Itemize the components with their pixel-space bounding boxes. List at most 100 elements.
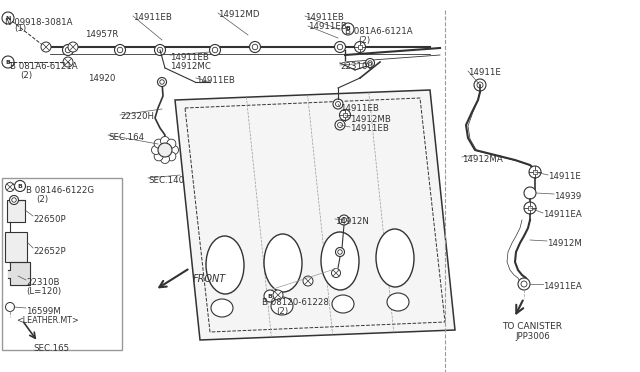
Circle shape bbox=[524, 202, 536, 214]
Text: B: B bbox=[17, 183, 22, 189]
Text: 14911EB: 14911EB bbox=[305, 13, 344, 22]
Circle shape bbox=[337, 44, 343, 50]
Text: B: B bbox=[6, 60, 10, 64]
Circle shape bbox=[333, 99, 343, 109]
Ellipse shape bbox=[206, 236, 244, 294]
Circle shape bbox=[157, 47, 163, 53]
Text: SEC.164: SEC.164 bbox=[108, 133, 144, 142]
Circle shape bbox=[167, 152, 176, 161]
Ellipse shape bbox=[332, 295, 354, 313]
Circle shape bbox=[273, 290, 283, 300]
Text: B 08146-6122G: B 08146-6122G bbox=[26, 186, 94, 195]
Circle shape bbox=[474, 79, 486, 91]
Text: 14912MD: 14912MD bbox=[218, 10, 259, 19]
Circle shape bbox=[339, 109, 351, 121]
Circle shape bbox=[63, 45, 74, 55]
Text: 14911EA: 14911EA bbox=[543, 282, 582, 291]
Text: 14911EB: 14911EB bbox=[170, 53, 209, 62]
Circle shape bbox=[529, 166, 541, 178]
FancyBboxPatch shape bbox=[5, 232, 27, 262]
Circle shape bbox=[6, 183, 15, 192]
Circle shape bbox=[252, 44, 258, 50]
Circle shape bbox=[154, 152, 163, 161]
Text: 14911EB: 14911EB bbox=[308, 22, 347, 31]
Ellipse shape bbox=[387, 293, 409, 311]
Text: N: N bbox=[5, 16, 11, 20]
Circle shape bbox=[477, 82, 483, 88]
Circle shape bbox=[250, 42, 260, 52]
Text: (2): (2) bbox=[36, 195, 48, 204]
Text: B 08120-61228: B 08120-61228 bbox=[262, 298, 329, 307]
Polygon shape bbox=[175, 90, 455, 340]
Circle shape bbox=[335, 42, 346, 52]
Circle shape bbox=[355, 42, 365, 52]
Text: (2): (2) bbox=[358, 36, 370, 45]
Text: 14912MA: 14912MA bbox=[462, 155, 503, 164]
Circle shape bbox=[365, 58, 374, 67]
Circle shape bbox=[521, 281, 527, 287]
Circle shape bbox=[212, 47, 218, 53]
Circle shape bbox=[152, 145, 161, 154]
Circle shape bbox=[10, 196, 19, 205]
Circle shape bbox=[524, 187, 536, 199]
Circle shape bbox=[115, 45, 125, 55]
FancyBboxPatch shape bbox=[7, 200, 25, 222]
Circle shape bbox=[342, 218, 346, 222]
Text: 14939: 14939 bbox=[554, 192, 581, 201]
Circle shape bbox=[335, 102, 340, 106]
Text: 14957R: 14957R bbox=[85, 30, 118, 39]
Text: 22320H: 22320H bbox=[120, 112, 154, 121]
Circle shape bbox=[68, 42, 78, 52]
Text: (1): (1) bbox=[14, 24, 26, 33]
Circle shape bbox=[154, 45, 166, 55]
Polygon shape bbox=[8, 262, 30, 285]
Circle shape bbox=[12, 198, 16, 202]
Circle shape bbox=[161, 137, 170, 145]
Text: SEC.165: SEC.165 bbox=[33, 344, 69, 353]
Text: <LEATHER.MT>: <LEATHER.MT> bbox=[16, 316, 79, 325]
Circle shape bbox=[63, 57, 73, 67]
FancyBboxPatch shape bbox=[528, 206, 532, 210]
FancyBboxPatch shape bbox=[343, 113, 347, 117]
Text: 14911EB: 14911EB bbox=[196, 76, 235, 85]
Circle shape bbox=[161, 154, 170, 164]
Circle shape bbox=[160, 80, 164, 84]
Text: TO CANISTER: TO CANISTER bbox=[502, 322, 562, 331]
Text: (L=120): (L=120) bbox=[26, 287, 61, 296]
FancyBboxPatch shape bbox=[358, 45, 362, 49]
Circle shape bbox=[15, 180, 26, 192]
Circle shape bbox=[338, 250, 342, 254]
Text: 16599M: 16599M bbox=[26, 307, 61, 316]
Circle shape bbox=[117, 47, 123, 53]
Text: 14920: 14920 bbox=[88, 74, 115, 83]
Circle shape bbox=[342, 23, 354, 35]
Circle shape bbox=[154, 139, 163, 148]
Ellipse shape bbox=[264, 234, 302, 292]
Ellipse shape bbox=[211, 299, 233, 317]
Circle shape bbox=[65, 47, 71, 53]
Circle shape bbox=[339, 215, 349, 225]
Circle shape bbox=[368, 61, 372, 65]
FancyBboxPatch shape bbox=[2, 178, 122, 350]
Text: 22652P: 22652P bbox=[33, 247, 66, 256]
Text: 14911EB: 14911EB bbox=[133, 13, 172, 22]
Ellipse shape bbox=[376, 229, 414, 287]
Ellipse shape bbox=[321, 232, 359, 290]
Text: 14911EB: 14911EB bbox=[350, 124, 389, 133]
Text: 14911E: 14911E bbox=[468, 68, 501, 77]
Text: FRONT: FRONT bbox=[193, 274, 227, 284]
Text: 14912MC: 14912MC bbox=[170, 62, 211, 71]
FancyBboxPatch shape bbox=[533, 170, 537, 174]
Circle shape bbox=[158, 143, 172, 157]
Text: N 09918-3081A: N 09918-3081A bbox=[5, 18, 72, 27]
Circle shape bbox=[157, 77, 166, 87]
Text: B: B bbox=[346, 26, 351, 32]
Circle shape bbox=[335, 120, 345, 130]
Text: 14911EB: 14911EB bbox=[340, 104, 379, 113]
Ellipse shape bbox=[271, 297, 293, 315]
Circle shape bbox=[335, 247, 344, 257]
Text: B 081A6-6121A: B 081A6-6121A bbox=[10, 62, 77, 71]
Circle shape bbox=[518, 278, 530, 290]
Circle shape bbox=[2, 56, 14, 68]
Text: B: B bbox=[268, 294, 273, 298]
